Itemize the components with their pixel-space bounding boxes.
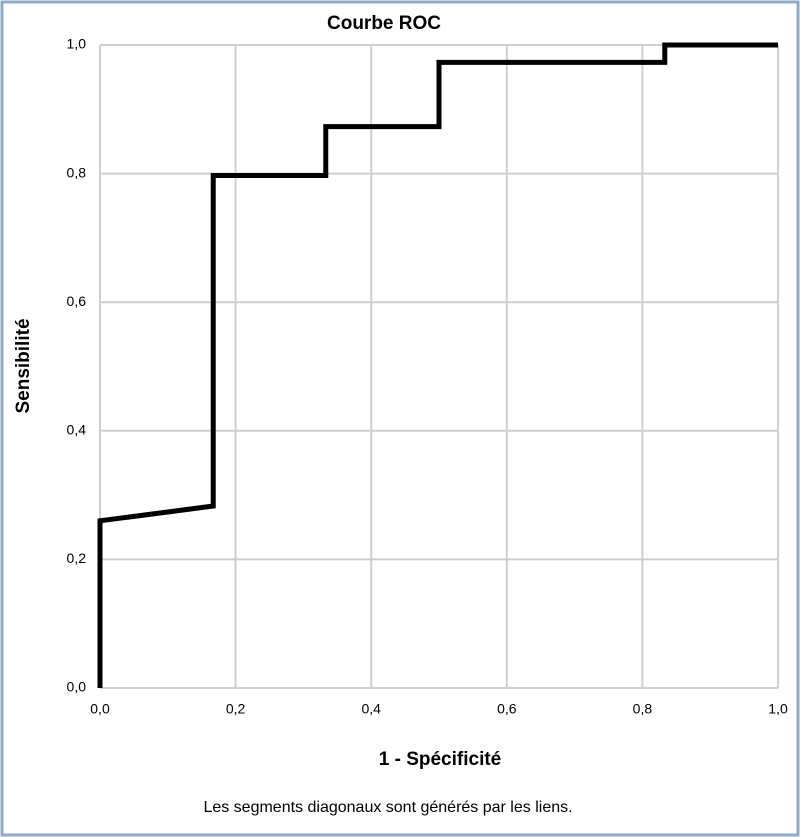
y-tick-label: 0,6 bbox=[67, 293, 87, 309]
x-tick-label: 0,0 bbox=[90, 701, 110, 717]
x-tick-label: 0,4 bbox=[361, 701, 381, 717]
y-tick-label: 0,8 bbox=[67, 164, 87, 180]
y-tick-label: 0,2 bbox=[67, 550, 87, 566]
y-tick-label: 0,0 bbox=[67, 679, 87, 695]
y-axis-label: Sensibilité bbox=[13, 318, 34, 413]
x-tick-label: 0,2 bbox=[226, 701, 246, 717]
y-tick-label: 1,0 bbox=[67, 36, 87, 52]
x-axis-label: 1 - Spécificité bbox=[379, 749, 502, 770]
footnote: Les segments diagonaux sont générés par … bbox=[203, 799, 572, 816]
y-tick-label: 0,4 bbox=[67, 422, 87, 438]
x-tick-label: 1,0 bbox=[768, 701, 788, 717]
roc-curve bbox=[97, 42, 778, 688]
x-tick-label: 0,6 bbox=[497, 701, 517, 717]
chart-title: Courbe ROC bbox=[327, 13, 441, 34]
x-tick-label: 0,8 bbox=[633, 701, 653, 717]
